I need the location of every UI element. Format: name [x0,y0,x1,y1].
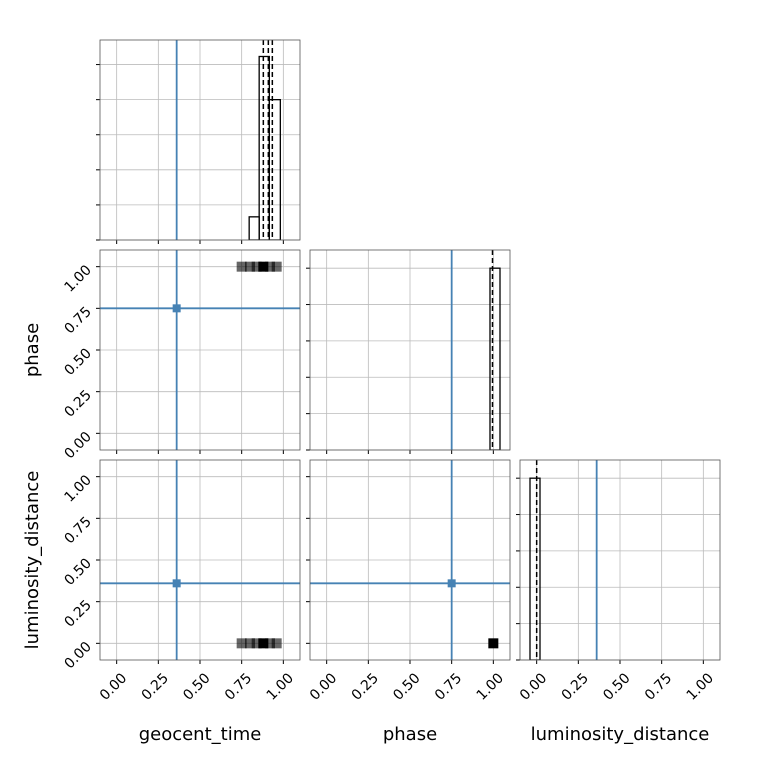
sample [265,638,275,649]
x-tick-label: 0.25 [349,670,382,703]
x-tick-label: 0.00 [517,670,550,703]
sample [271,638,282,649]
x-axis-label: luminosity_distance [531,724,710,745]
y-tick-label: 0.50 [61,556,94,589]
x-axis-label: phase [383,724,437,745]
truth-point [172,579,181,588]
y-tick-label: 0.00 [61,639,94,672]
x-tick-label: 0.50 [180,670,213,703]
y-tick-label: 0.75 [61,304,94,337]
x-axis-label: geocent_time [139,724,262,745]
sample [258,638,269,649]
plot-area [100,460,300,660]
truth-point [447,579,456,588]
sample [258,261,269,272]
panel: 0.00 0.25 0.50 0.75 1.00 luminosity_distance [516,459,721,745]
plot-area [310,460,510,660]
y-axis-label: luminosity_distance [22,471,43,650]
frame [309,249,511,451]
panel: 0.00 0.25 0.50 0.75 1.000.000.250.500.751.00… [22,459,301,745]
plot-area [450,250,501,450]
sample [236,638,247,649]
x-tick-label: 0.00 [307,670,340,703]
x-tick-label: 0.75 [222,670,255,703]
hist-bar [248,216,260,240]
x-tick-label: 0.25 [139,670,172,703]
x-tick-label: 1.00 [684,670,717,703]
x-tick-label: 0.75 [642,670,675,703]
sample [251,261,262,272]
x-tick-label: 0.50 [600,670,633,703]
frame [309,459,511,661]
x-tick-label: 0.00 [97,670,130,703]
frame [519,459,721,661]
x-tick-label: 0.25 [559,670,592,703]
frame [99,249,301,451]
frame [99,459,301,661]
x-tick-label: 1.00 [264,670,297,703]
sample [245,261,255,272]
sample [488,638,499,649]
panel: 0.00 0.25 0.50 0.75 1.00 phase [22,249,301,462]
sample [245,638,255,649]
x-tick-label: 1.00 [474,670,507,703]
panel [96,39,301,244]
y-tick-label: 1.00 [61,472,94,505]
truth-point [172,304,181,313]
sample [251,638,262,649]
y-axis-label: phase [22,323,43,377]
x-tick-label: 0.75 [432,670,465,703]
hist-bar [529,477,541,660]
y-tick-label: 0.25 [61,387,94,420]
plot-area [100,250,300,450]
hist-bar [489,267,501,450]
sample [265,261,275,272]
y-tick-label: 0.00 [61,429,94,462]
y-tick-label: 0.50 [61,346,94,379]
plot-area [175,40,281,240]
y-tick-label: 0.75 [61,514,94,547]
panel [306,249,511,454]
plot-area [529,460,598,660]
y-tick-label: 0.25 [61,597,94,630]
frame [99,39,301,241]
y-tick-label: 1.00 [61,262,94,295]
sample [236,261,247,272]
sample [271,261,282,272]
x-tick-label: 0.50 [390,670,423,703]
hist-bar [268,98,281,240]
